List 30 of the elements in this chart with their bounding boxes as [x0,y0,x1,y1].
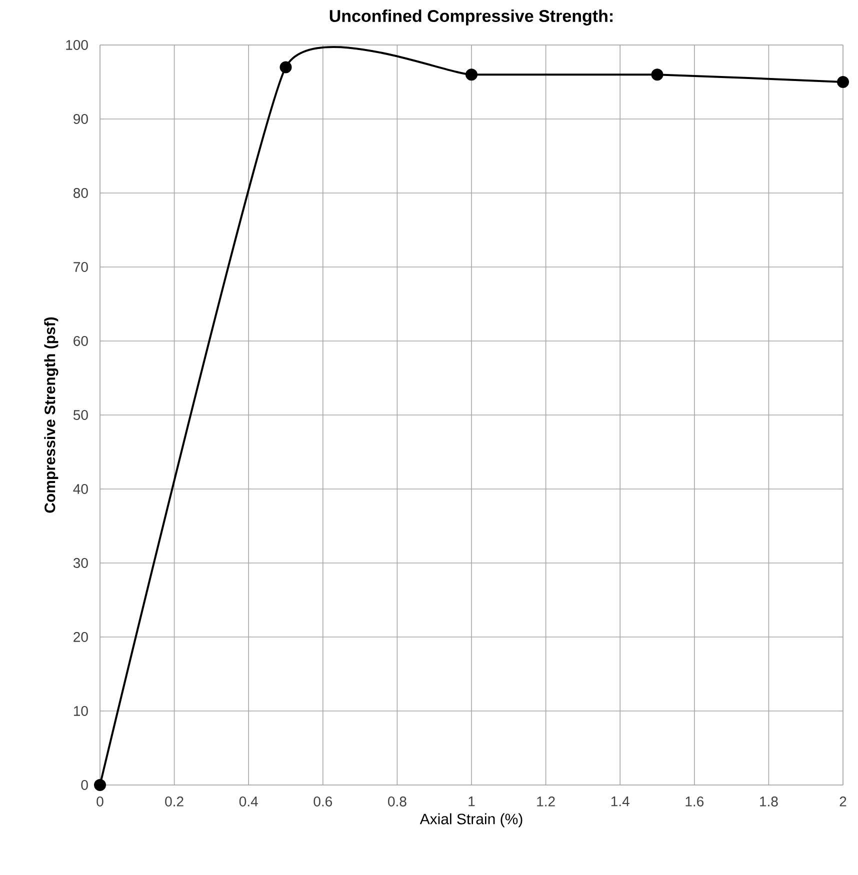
x-tick-label: 1.8 [760,796,778,806]
y-tick-label: 100 [66,40,88,50]
y-tick-label: 20 [74,632,88,642]
y-tick-label: 10 [74,706,88,716]
point [94,778,106,791]
y-tick-label: 90 [74,114,88,124]
y-axis-title: Compressive Strength (psf) [44,317,58,513]
x-tick-label: 1.2 [537,796,555,806]
y-tick-label: 50 [73,410,88,420]
x-tick-label: 0.6 [314,796,332,806]
point [280,61,292,74]
x-tick-label: 0 [96,796,104,806]
y-tick-label: 30 [73,558,88,568]
x-tick-label: 1 [468,796,475,806]
chart-title: Unconfined Compressive Strength: [330,10,612,26]
x-tick-label: 0.2 [165,796,184,806]
y-tick-label: 40 [73,484,88,494]
y-tick-label: 60 [74,336,88,346]
point [837,76,849,88]
point [651,68,664,81]
x-tick-label: 1.6 [686,796,704,806]
y-tick-label: 70 [74,262,88,272]
x-axis-title: Axial Strain (%) [420,813,522,828]
y-tick-label: 80 [74,188,88,198]
point [466,68,478,81]
y-tick-label: 0 [81,780,88,790]
x-tick-label: 0.8 [388,796,406,806]
x-tick-label: 1.4 [611,796,630,806]
x-tick-label: 0.4 [239,796,258,806]
x-tick-label: 2 [840,796,846,806]
